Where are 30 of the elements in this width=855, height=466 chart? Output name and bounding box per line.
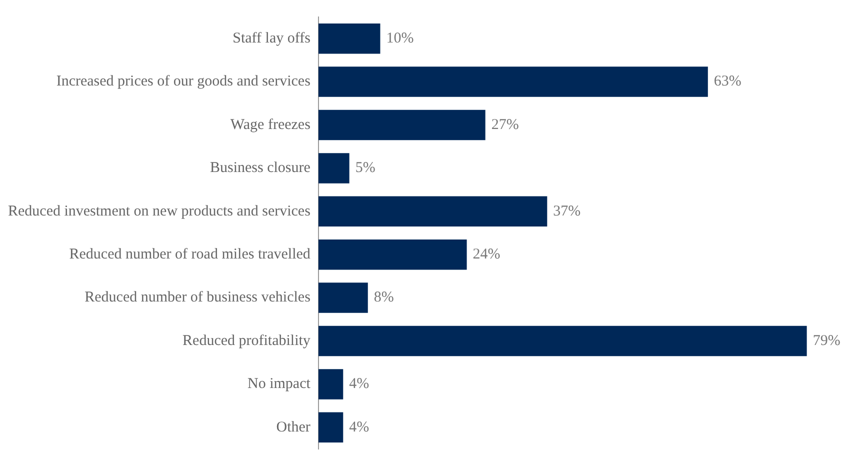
bar: [318, 66, 708, 97]
data-label: 79%: [812, 332, 840, 349]
data-label: 24%: [472, 246, 500, 263]
bar: [318, 412, 344, 443]
y-tick-label: Wage freezes: [230, 116, 311, 133]
bar: [318, 239, 467, 270]
bar: [318, 23, 380, 54]
data-label: 63%: [714, 74, 742, 90]
y-tick-label: Reduced number of business vehicles: [84, 290, 311, 306]
y-tick-label: Reduced investment on new products and services: [8, 203, 311, 220]
y-tick-label: Business closure: [210, 160, 311, 176]
data-label: 10%: [386, 30, 414, 47]
data-label: 37%: [553, 203, 581, 220]
y-tick-label: Reduced profitability: [182, 332, 311, 349]
data-label: 5%: [355, 160, 376, 176]
y-tick-label: Increased prices of our goods and services: [56, 74, 311, 90]
y-tick-label: Other: [276, 419, 310, 436]
bar: [318, 282, 368, 313]
y-tick-label: Staff lay offs: [232, 30, 311, 47]
data-label: 27%: [491, 116, 519, 133]
y-tick-label: No impact: [248, 376, 312, 392]
bar: [318, 110, 486, 140]
bar: [318, 369, 344, 400]
bar: [318, 196, 548, 227]
data-label: 4%: [349, 419, 370, 436]
bar: [318, 326, 807, 356]
bar: [318, 153, 350, 184]
data-label: 4%: [349, 376, 370, 392]
data-label: 8%: [374, 290, 394, 306]
y-tick-label: Reduced number of road miles travelled: [69, 246, 311, 263]
